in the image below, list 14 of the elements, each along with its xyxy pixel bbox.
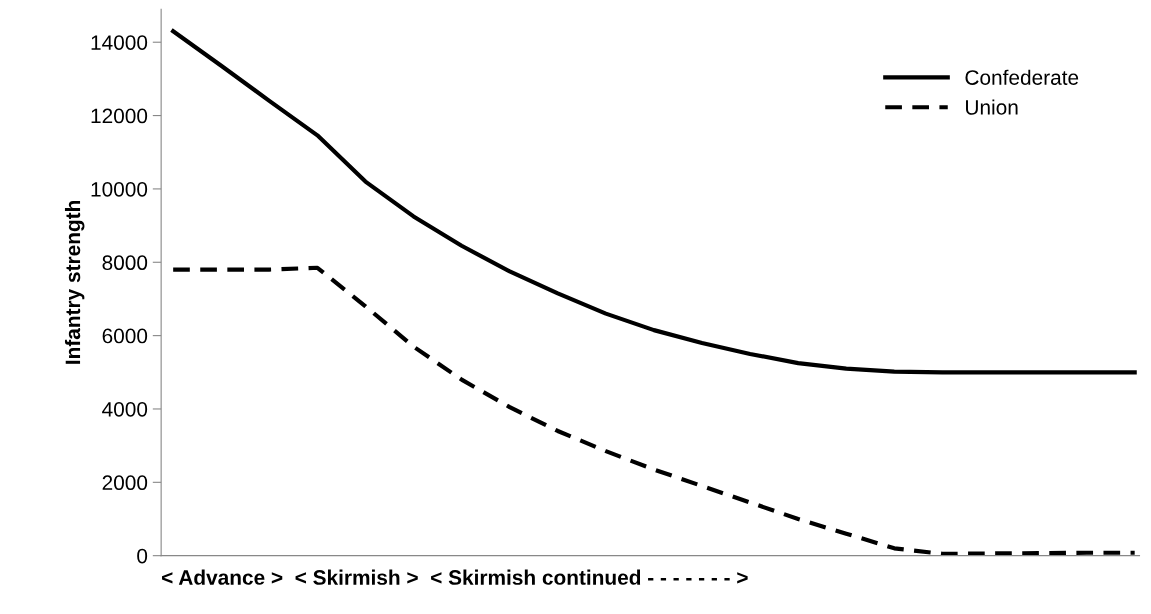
- y-tick-label: 6000: [102, 328, 148, 344]
- y-tick-label: 14000: [91, 35, 148, 50]
- y-tick-label: 0: [137, 548, 148, 564]
- legend-label: Confederate: [965, 69, 1079, 85]
- y-tick-label: 4000: [102, 401, 148, 417]
- line-series: [171, 265, 1137, 556]
- legend-label: Union: [966, 99, 1018, 115]
- y-tick-label: 12000: [91, 108, 148, 124]
- x-axis-title: < Advance > < Skirmish > < Skirmish continued - - - - - - - >: [162, 569, 748, 585]
- y-axis-title: Infantry strength: [64, 200, 85, 364]
- y-tick-label: 8000: [102, 255, 148, 271]
- y-tick-label: 10000: [91, 181, 148, 197]
- line-series: [171, 29, 1137, 375]
- y-tick-label: 2000: [102, 475, 148, 491]
